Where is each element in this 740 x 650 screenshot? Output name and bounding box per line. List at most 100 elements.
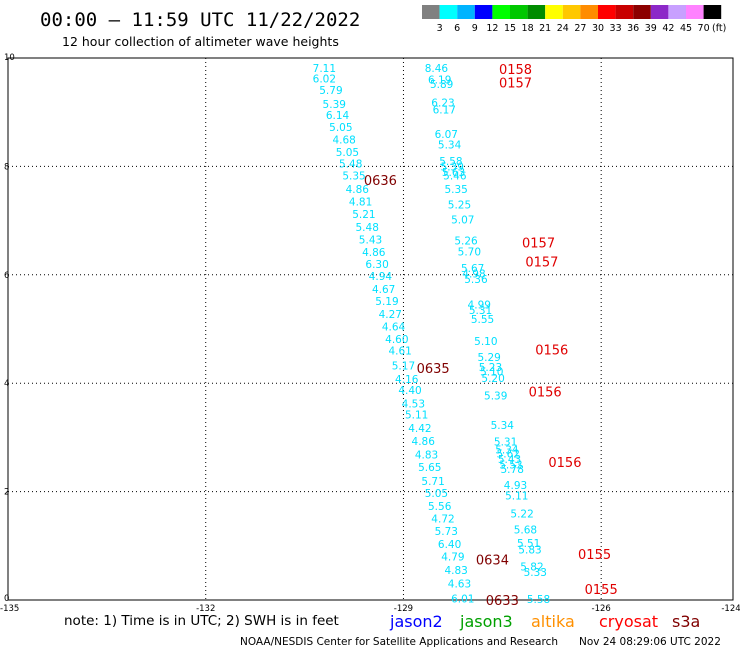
wave-height-label: 5.73 bbox=[435, 526, 458, 538]
legend-swatch bbox=[668, 5, 686, 19]
wave-height-label: 5.71 bbox=[421, 476, 444, 488]
wave-height-label: 5.21 bbox=[352, 209, 375, 221]
legend-label: 45 bbox=[680, 23, 692, 34]
wave-height-label: 5.70 bbox=[458, 246, 481, 258]
x-tick-label: -129 bbox=[394, 604, 413, 614]
legend-swatch bbox=[422, 5, 440, 19]
wave-height-label: 5.48 bbox=[339, 159, 362, 171]
legend-swatch bbox=[633, 5, 651, 19]
wave-height-label: 5.83 bbox=[518, 545, 541, 557]
wave-height-label: 4.64 bbox=[382, 321, 406, 333]
x-tick-label: -124 bbox=[721, 604, 740, 614]
page-subtitle: 12 hour collection of altimeter wave hei… bbox=[62, 34, 339, 49]
wave-height-label: 5.07 bbox=[451, 215, 474, 227]
wave-height-label: 6.01 bbox=[451, 593, 474, 605]
wave-height-label: 5.19 bbox=[375, 296, 398, 308]
legend-label: 39 bbox=[645, 23, 657, 34]
wave-height-label: 4.79 bbox=[441, 552, 464, 564]
legend-swatch bbox=[580, 5, 598, 19]
y-tick-label: 10 bbox=[4, 53, 15, 63]
pass-time-label: 0158 bbox=[499, 63, 532, 78]
wave-height-label: 5.31 bbox=[469, 305, 492, 317]
pass-time-label: 0157 bbox=[499, 76, 532, 91]
wave-height-label: 5.29 bbox=[477, 352, 500, 364]
wave-height-label: 4.98 bbox=[462, 269, 485, 281]
wave-height-label: 5.65 bbox=[418, 462, 441, 474]
legend-label: 27 bbox=[574, 23, 586, 34]
wave-height-label: 6.30 bbox=[365, 259, 388, 271]
wave-height-label: 5.55 bbox=[471, 314, 494, 326]
wave-height-label: 5.11 bbox=[405, 410, 428, 422]
legend-label: 12 bbox=[486, 23, 498, 34]
mission-altika: altika bbox=[531, 612, 575, 631]
wave-height-label: 5.11 bbox=[505, 490, 528, 502]
wave-height-label: 5.48 bbox=[356, 222, 379, 234]
footer-credit: NOAA/NESDIS Center for Satellite Applica… bbox=[240, 636, 558, 648]
legend-label: 33 bbox=[610, 23, 622, 34]
wave-height-label: 5.31 bbox=[494, 437, 517, 449]
wave-height-label: 4.42 bbox=[408, 423, 431, 435]
wave-height-label: 7.11 bbox=[313, 63, 336, 75]
legend-swatch bbox=[686, 5, 704, 19]
wave-height-label: 5.62 bbox=[497, 449, 520, 461]
wave-height-label: 5.17 bbox=[392, 360, 415, 372]
wave-height-label: 4.53 bbox=[402, 398, 425, 410]
wave-height-label: 6.17 bbox=[433, 104, 456, 116]
wave-height-label: 5.39 bbox=[484, 391, 507, 403]
legend-label: 15 bbox=[504, 23, 516, 34]
legend-swatch bbox=[510, 5, 528, 19]
legend-label: 24 bbox=[557, 23, 569, 34]
y-tick-label: 0 bbox=[4, 594, 9, 604]
pass-time-label: 0633 bbox=[486, 594, 519, 609]
pass-time-label: 0157 bbox=[522, 236, 555, 251]
wave-height-label: 4.68 bbox=[332, 134, 355, 146]
y-tick-label: 6 bbox=[4, 271, 9, 281]
wave-height-label: 5.25 bbox=[448, 199, 471, 211]
wave-height-label: 5.35 bbox=[342, 171, 365, 183]
y-tick-label: 8 bbox=[4, 162, 9, 172]
legend-swatch bbox=[439, 5, 458, 19]
wave-height-label: 6.02 bbox=[313, 74, 336, 86]
wave-height-label: 6.19 bbox=[428, 75, 451, 87]
wave-height-label: 5.68 bbox=[514, 525, 537, 537]
wave-height-label: 4.83 bbox=[444, 565, 467, 577]
x-tick-label: -135 bbox=[0, 604, 19, 614]
wave-height-label: 5.63 bbox=[442, 167, 465, 179]
wave-height-label: 5.22 bbox=[510, 508, 533, 520]
wave-height-label: 4.60 bbox=[385, 334, 408, 346]
footer-timestamp: Nov 24 08:29:06 UTC 2022 bbox=[579, 636, 721, 648]
pass-time-label: 0157 bbox=[525, 255, 558, 270]
wave-height-label: 4.86 bbox=[412, 436, 436, 448]
wave-height-label: 4.40 bbox=[398, 385, 421, 397]
legend-unit: (ft) bbox=[712, 23, 726, 34]
legend-swatch bbox=[527, 5, 546, 19]
map-frame bbox=[7, 57, 734, 601]
pass-time-label: 0155 bbox=[578, 548, 611, 563]
wave-height-label: 5.34 bbox=[495, 444, 519, 456]
legend-swatch bbox=[474, 5, 493, 19]
wave-height-label: 4.27 bbox=[379, 309, 402, 321]
wave-height-label: 4.16 bbox=[395, 374, 419, 386]
wave-height-label: 6.23 bbox=[431, 97, 454, 109]
wave-height-label: 5.58 bbox=[527, 594, 550, 606]
legend-label: 42 bbox=[662, 23, 674, 34]
pass-time-labels: 0158015706360157015701560635015601560155… bbox=[364, 63, 618, 609]
pass-time-label: 0155 bbox=[585, 583, 618, 598]
wave-height-label: 5.10 bbox=[474, 336, 497, 348]
wave-height-label: 5.58 bbox=[439, 156, 462, 168]
wave-height-label: 5.53 bbox=[499, 460, 522, 472]
legend-label: 70 bbox=[698, 23, 710, 34]
pass-time-label: 0156 bbox=[529, 385, 562, 400]
page-title: 00:00 – 11:59 UTC 11/22/2022 bbox=[40, 9, 360, 31]
wave-height-label: 5.56 bbox=[428, 501, 452, 513]
wave-height-label: 5.23 bbox=[479, 362, 502, 374]
mission-jason3: jason3 bbox=[459, 612, 513, 631]
legend-swatch bbox=[703, 5, 722, 19]
wave-height-label: 5.51 bbox=[517, 538, 540, 550]
wave-height-label: 5.36 bbox=[464, 274, 488, 286]
footer-note: note: 1) Time is in UTC; 2) SWH is in fe… bbox=[64, 613, 339, 629]
map-grid bbox=[8, 58, 733, 600]
legend-swatch bbox=[492, 5, 510, 19]
